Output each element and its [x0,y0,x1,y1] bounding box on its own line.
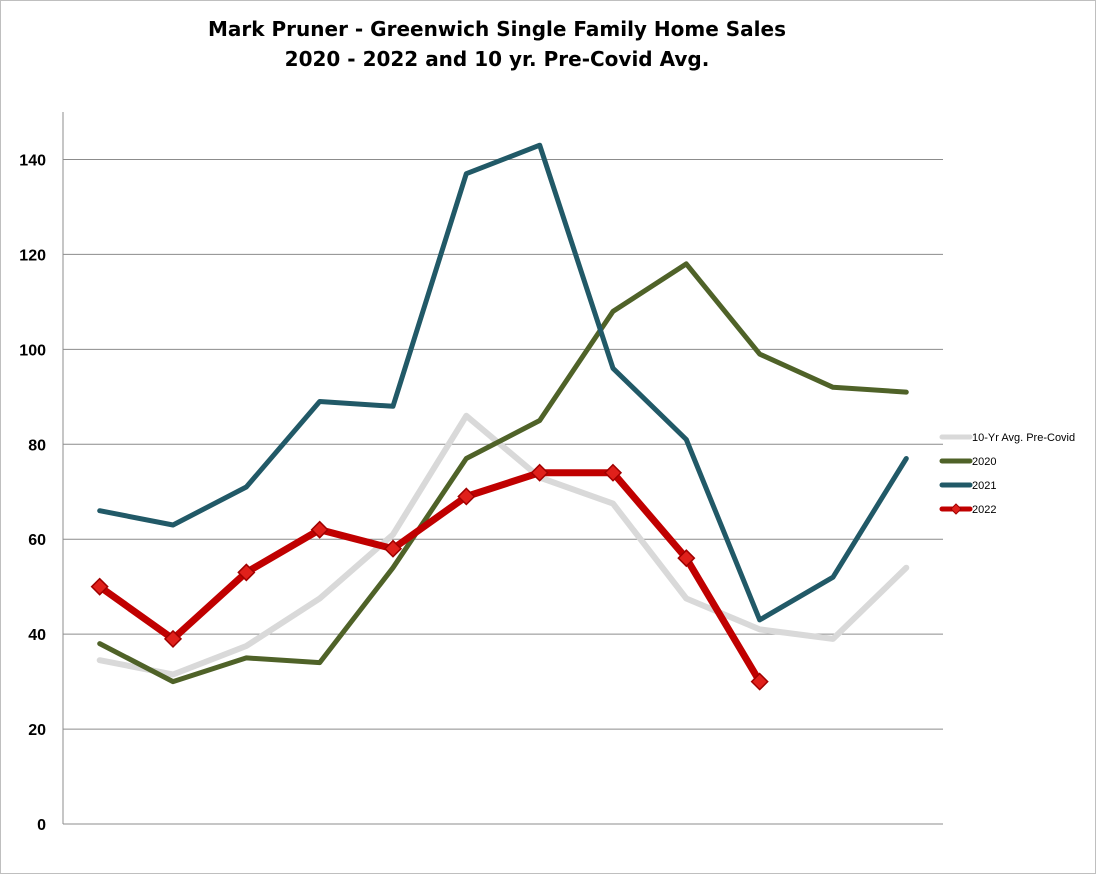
data-point-marker [677,549,696,568]
data-point-marker [90,577,109,596]
legend: 10-Yr Avg. Pre-Covid 2020 2021 2022 [939,432,1075,516]
legend-label: 2022 [972,504,996,516]
y-tick-label: 60 [28,532,46,549]
y-tick-label: 40 [28,627,46,644]
data-point-marker [457,487,476,506]
y-tick-label: 20 [28,722,46,739]
legend-label: 10-Yr Avg. Pre-Covid [972,432,1075,444]
y-tick-label: 80 [28,437,46,454]
data-point-marker [750,672,769,691]
series-line-10-yr-avg-pre-covid [96,412,910,678]
series-line-2020 [97,261,909,685]
y-tick-label: 0 [37,817,46,834]
legend-label: 2020 [972,456,996,468]
series-line-2022 [96,469,764,686]
data-point-marker [237,563,256,582]
chart-subtitle: 2020 - 2022 and 10 yr. Pre-Covid Avg. [284,47,710,71]
series-line-2021 [97,142,909,623]
data-point-marker [383,539,403,558]
y-tick-label: 100 [19,342,46,359]
data-point-marker [530,463,549,482]
y-axis: 0 20 40 60 80 100 120 140 [19,112,943,834]
data-point-marker [163,629,183,648]
y-tick-label: 120 [19,247,46,264]
y-tick-label: 140 [19,152,46,169]
data-point-marker [310,520,329,539]
data-point-marker [603,463,623,482]
legend-marker [950,503,962,515]
series-lines [90,142,910,691]
chart-title: Mark Pruner - Greenwich Single Family Ho… [207,17,787,41]
legend-label: 2021 [972,480,996,492]
